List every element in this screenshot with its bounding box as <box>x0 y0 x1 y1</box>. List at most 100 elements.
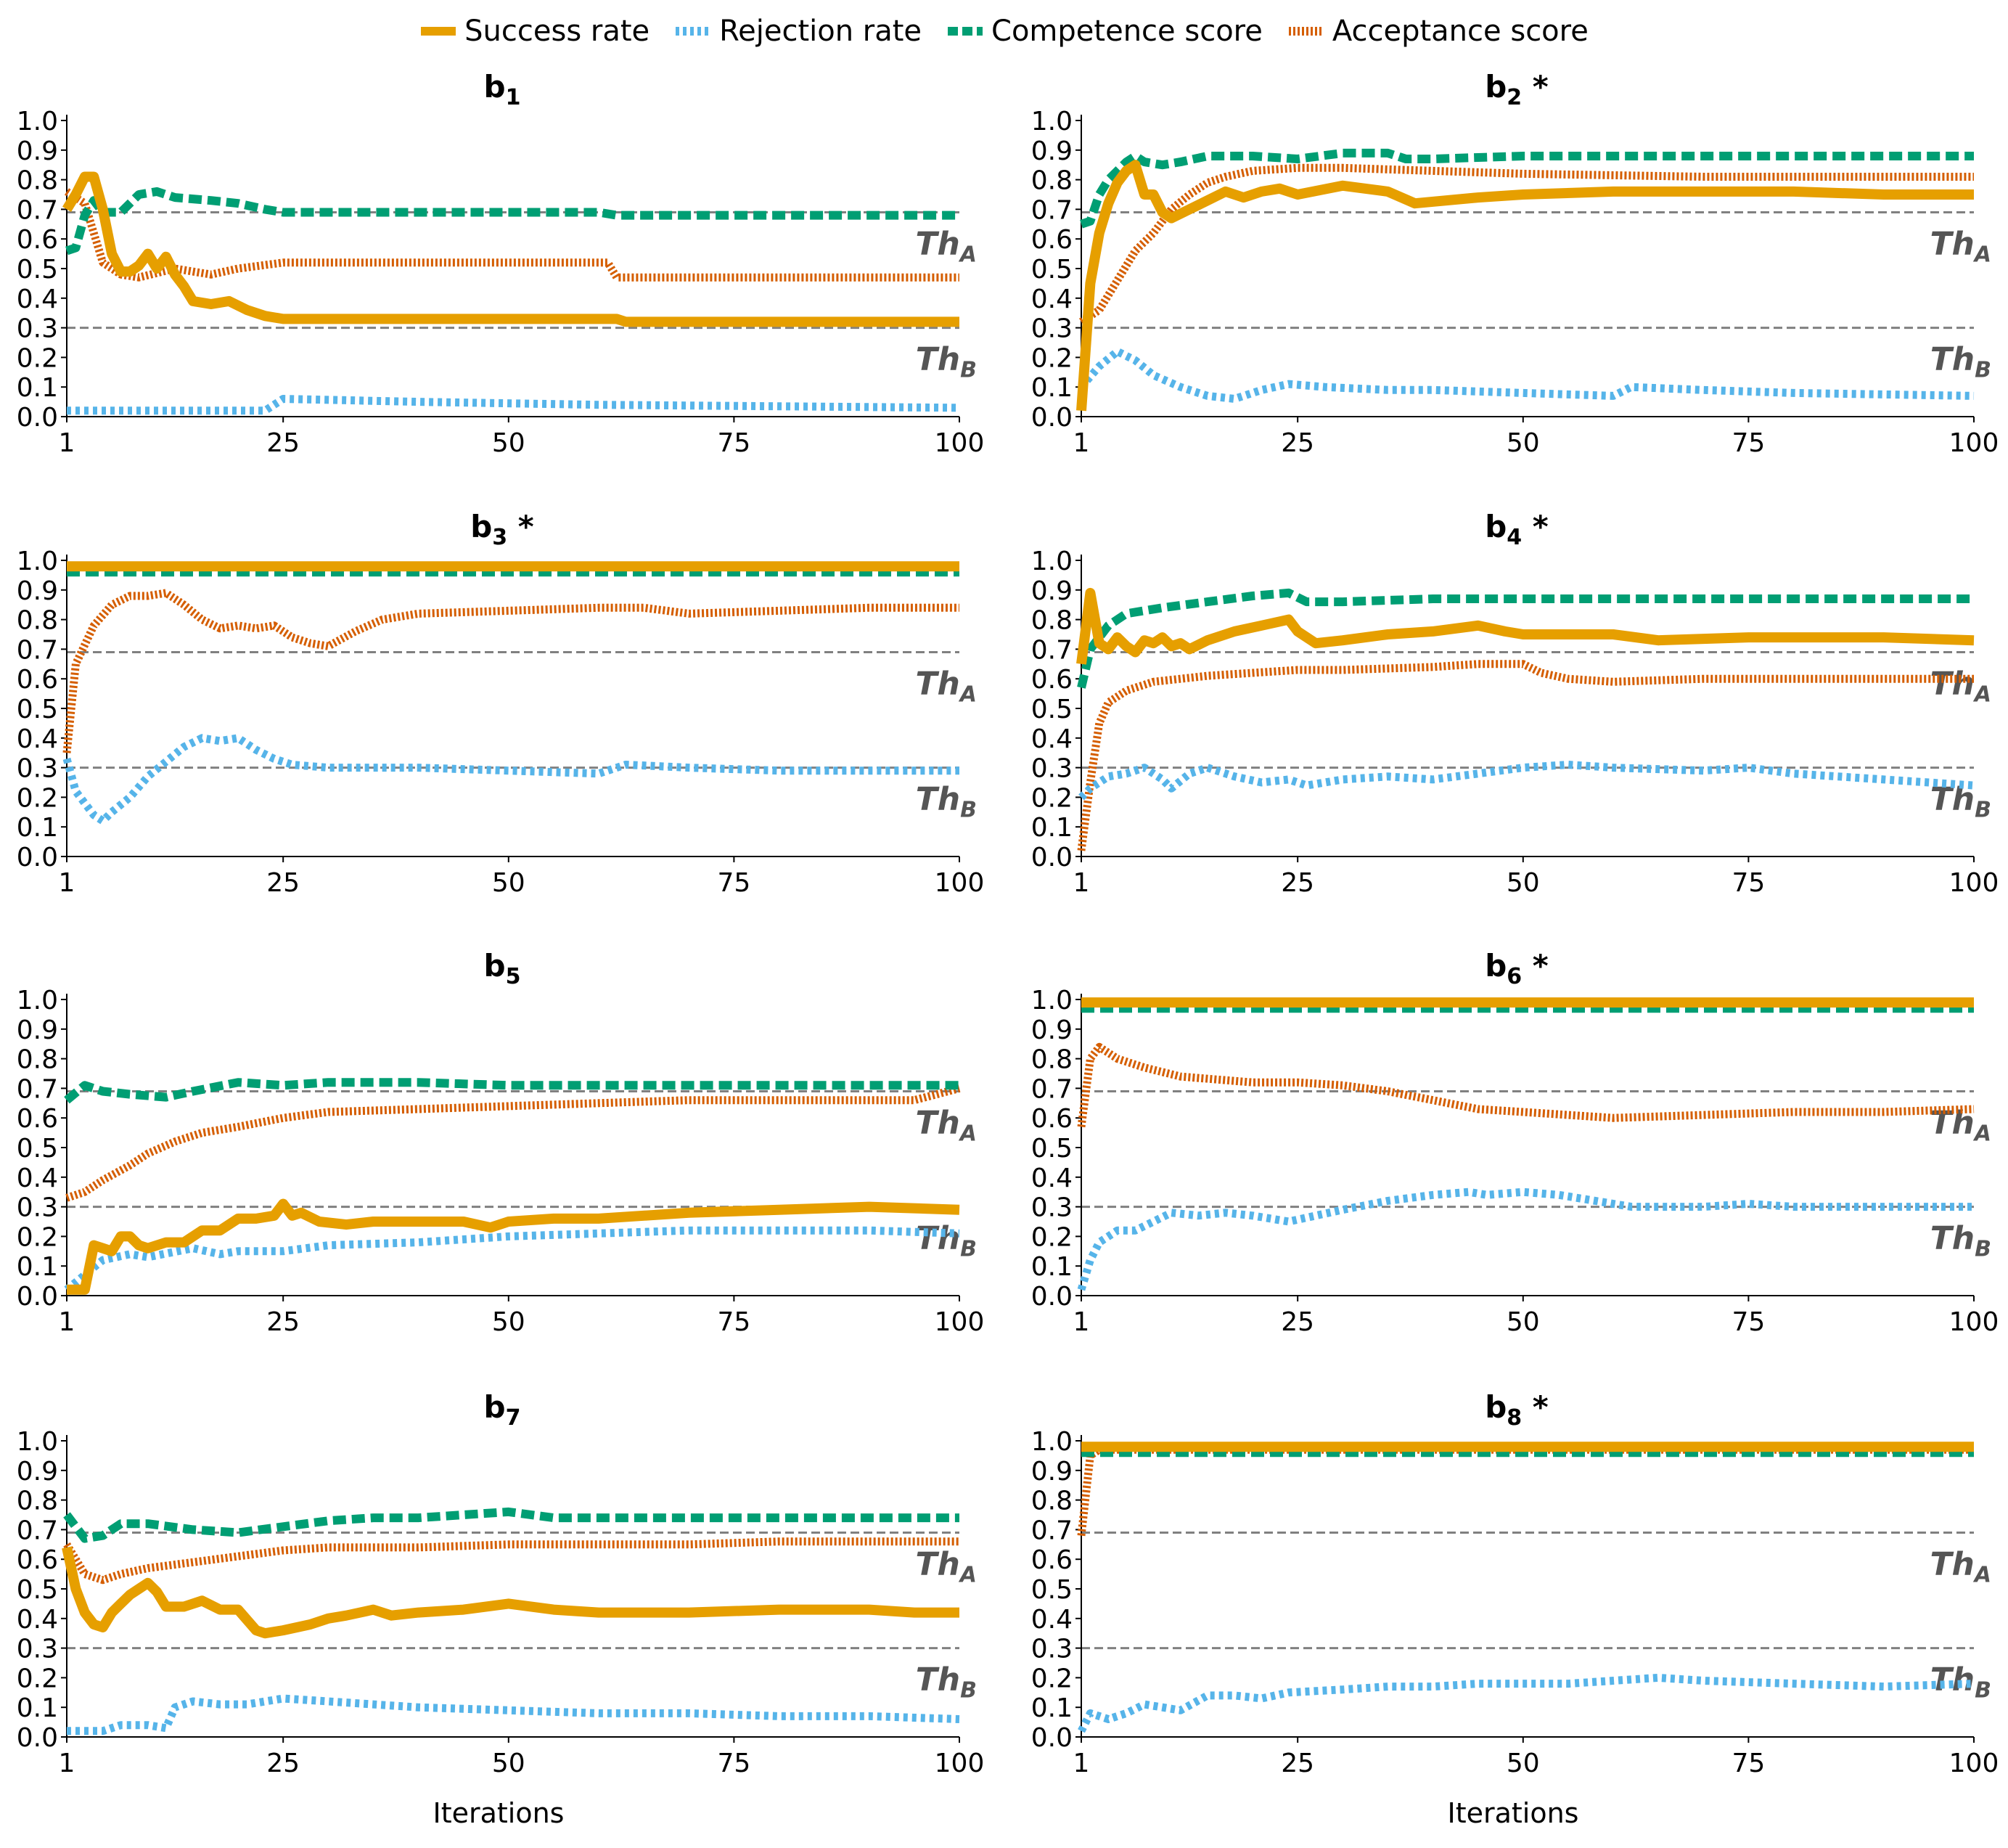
series-acceptance-line <box>1077 1445 1974 1537</box>
y-tick-label: 0.8 <box>1031 1487 1073 1516</box>
x-tick-label: 50 <box>1507 428 1540 458</box>
threshold-label-main: Th <box>1930 1545 1974 1582</box>
y-tick-label: 0.1 <box>1031 1252 1073 1282</box>
y-tick-label: 0.5 <box>1031 1134 1073 1164</box>
panel-title-subscript: 8 <box>1507 1405 1522 1431</box>
y-tick-label: 0.4 <box>17 724 58 754</box>
x-tick-label: 1 <box>1073 1749 1090 1778</box>
y-tick-label: 0.4 <box>1031 285 1073 314</box>
y-tick-label: 0.4 <box>1031 724 1073 754</box>
x-tick-label: 75 <box>1732 1307 1765 1337</box>
y-tick-label: 0.5 <box>1031 255 1073 285</box>
legend-swatch-success-icon <box>421 27 456 36</box>
y-tick-label: 0.6 <box>17 665 58 695</box>
panel-title: b5 <box>484 948 521 989</box>
x-tick-label: 100 <box>1949 1307 1999 1337</box>
panel-title-subscript: 1 <box>506 85 521 110</box>
panel-b5: b5ThAThB0.00.10.20.30.40.50.60.70.80.91.… <box>17 948 985 1337</box>
threshold-label-subscript: B <box>960 1237 977 1262</box>
panel-title: b3 * <box>470 509 534 550</box>
panel-title-main: b <box>484 1389 506 1425</box>
y-tick-label: 0.7 <box>17 195 58 225</box>
panel-title-main: b <box>1485 69 1507 105</box>
threshold-label-subscript: A <box>1973 682 1991 707</box>
threshold-label-subscript: A <box>959 682 977 707</box>
x-tick-label: 1 <box>1073 868 1090 898</box>
panel-b8: b8 *ThAThB0.00.10.20.30.40.50.60.70.80.9… <box>1031 1389 1999 1829</box>
y-tick-label: 0.9 <box>17 576 58 606</box>
series-success-line <box>62 171 959 327</box>
panel-title: b8 * <box>1485 1389 1549 1431</box>
y-tick-label: 1.0 <box>1031 107 1073 136</box>
x-axis-label: Iterations <box>433 1797 565 1829</box>
panel-title-main: b <box>470 509 492 544</box>
legend-label-acceptance: Acceptance score <box>1332 15 1589 48</box>
y-tick-label: 0.8 <box>17 1487 58 1516</box>
y-tick-label: 0.3 <box>17 754 58 784</box>
x-tick-label: 50 <box>1507 1307 1540 1337</box>
legend-label-rejection: Rejection rate <box>719 15 922 48</box>
x-tick-label: 75 <box>1732 428 1765 458</box>
y-tick-label: 0.0 <box>17 403 58 433</box>
y-tick-label: 0.6 <box>1031 665 1073 695</box>
panel-title-star: * <box>1522 509 1549 544</box>
threshold-label-subscript: B <box>960 798 977 823</box>
legend-swatch-acceptance-icon <box>1288 27 1324 36</box>
x-tick-label: 25 <box>1281 1749 1314 1778</box>
threshold-label-subscript: A <box>959 242 977 267</box>
threshold-label: ThB <box>916 781 977 823</box>
threshold-label: ThB <box>916 1220 977 1262</box>
threshold-label-subscript: A <box>959 1562 977 1587</box>
threshold-label-main: Th <box>1930 665 1974 702</box>
x-tick-label: 25 <box>1281 1307 1314 1337</box>
x-tick-label: 1 <box>1073 1307 1090 1337</box>
threshold-label: ThA <box>1930 225 1991 267</box>
x-tick-label: 50 <box>492 868 525 898</box>
y-tick-label: 0.0 <box>17 1723 58 1753</box>
y-tick-label: 0.3 <box>1031 754 1073 784</box>
threshold-label-subscript: B <box>1975 798 1991 823</box>
threshold-label-main: Th <box>915 1545 959 1582</box>
y-tick-label: 0.8 <box>17 606 58 636</box>
y-tick-label: 0.2 <box>1031 1222 1073 1252</box>
threshold-label: ThA <box>915 1104 977 1146</box>
y-tick-label: 0.7 <box>1031 1074 1073 1104</box>
series-acceptance-line <box>62 589 959 753</box>
series-competence-line <box>1077 588 1974 689</box>
x-tick-label: 50 <box>492 1307 525 1337</box>
panel-title-subscript: 2 <box>1507 85 1522 110</box>
y-tick-label: 0.3 <box>1031 314 1073 344</box>
series-acceptance-line <box>65 1084 961 1202</box>
y-tick-label: 0.2 <box>1031 343 1073 373</box>
threshold-label-main: Th <box>1930 225 1974 262</box>
series-competence-line <box>1080 148 1974 229</box>
y-tick-label: 0.0 <box>17 843 58 872</box>
y-tick-label: 0.6 <box>1031 1104 1073 1134</box>
panel-title-subscript: 4 <box>1507 525 1522 550</box>
x-tick-label: 100 <box>935 868 985 898</box>
x-tick-label: 50 <box>492 428 525 458</box>
panel-title-main: b <box>1485 509 1507 544</box>
panel-title: b7 <box>484 1389 521 1431</box>
series-success-line <box>62 1546 959 1639</box>
panel-b7: b7ThAThB0.00.10.20.30.40.50.60.70.80.91.… <box>17 1389 985 1829</box>
threshold-label: ThB <box>916 1661 977 1704</box>
legend-item-competence: Competence score <box>946 15 1263 48</box>
threshold-label: ThA <box>915 225 977 267</box>
series-acceptance-line <box>1077 660 1974 851</box>
x-tick-label: 1 <box>59 1307 75 1337</box>
y-tick-label: 0.0 <box>1031 403 1073 433</box>
panel-title-star: * <box>1522 1389 1549 1425</box>
series-rejection-line <box>1078 761 1975 801</box>
x-axis-label: Iterations <box>1448 1797 1579 1829</box>
x-tick-label: 75 <box>717 1307 750 1337</box>
y-tick-label: 0.8 <box>1031 606 1073 636</box>
legend-item-acceptance: Acceptance score <box>1287 15 1589 48</box>
x-tick-label: 1 <box>1073 428 1090 458</box>
series-rejection-line <box>67 1694 960 1735</box>
y-tick-label: 0.5 <box>17 695 58 724</box>
y-tick-label: 0.8 <box>17 166 58 196</box>
x-tick-label: 75 <box>717 428 750 458</box>
y-tick-label: 0.8 <box>17 1045 58 1075</box>
panel-b2: b2 *ThAThB0.00.10.20.30.40.50.60.70.80.9… <box>1031 69 1999 458</box>
